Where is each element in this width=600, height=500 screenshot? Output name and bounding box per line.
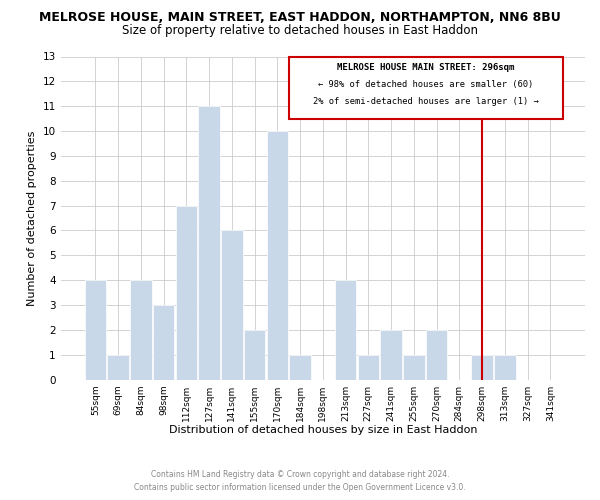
Bar (494, 354, 515, 380)
Bar (266, 131, 288, 380)
Bar (403, 354, 425, 380)
Bar (244, 330, 265, 380)
Bar (107, 354, 129, 380)
FancyBboxPatch shape (289, 56, 563, 118)
Bar (289, 354, 311, 380)
Bar (153, 305, 175, 380)
Text: 2% of semi-detached houses are larger (1) →: 2% of semi-detached houses are larger (1… (313, 97, 539, 106)
Bar (358, 354, 379, 380)
Text: Contains HM Land Registry data © Crown copyright and database right 2024.
Contai: Contains HM Land Registry data © Crown c… (134, 470, 466, 492)
Text: Size of property relative to detached houses in East Haddon: Size of property relative to detached ho… (122, 24, 478, 37)
Text: MELROSE HOUSE, MAIN STREET, EAST HADDON, NORTHAMPTON, NN6 8BU: MELROSE HOUSE, MAIN STREET, EAST HADDON,… (39, 11, 561, 24)
Bar (130, 280, 152, 380)
Text: ← 98% of detached houses are smaller (60): ← 98% of detached houses are smaller (60… (318, 80, 533, 89)
Text: MELROSE HOUSE MAIN STREET: 296sqm: MELROSE HOUSE MAIN STREET: 296sqm (337, 62, 514, 72)
Bar (380, 330, 402, 380)
Bar (335, 280, 356, 380)
Bar (85, 280, 106, 380)
Bar (176, 206, 197, 380)
Bar (426, 330, 448, 380)
Y-axis label: Number of detached properties: Number of detached properties (27, 130, 37, 306)
Bar (471, 354, 493, 380)
Bar (198, 106, 220, 380)
X-axis label: Distribution of detached houses by size in East Haddon: Distribution of detached houses by size … (169, 425, 477, 435)
Bar (221, 230, 242, 380)
